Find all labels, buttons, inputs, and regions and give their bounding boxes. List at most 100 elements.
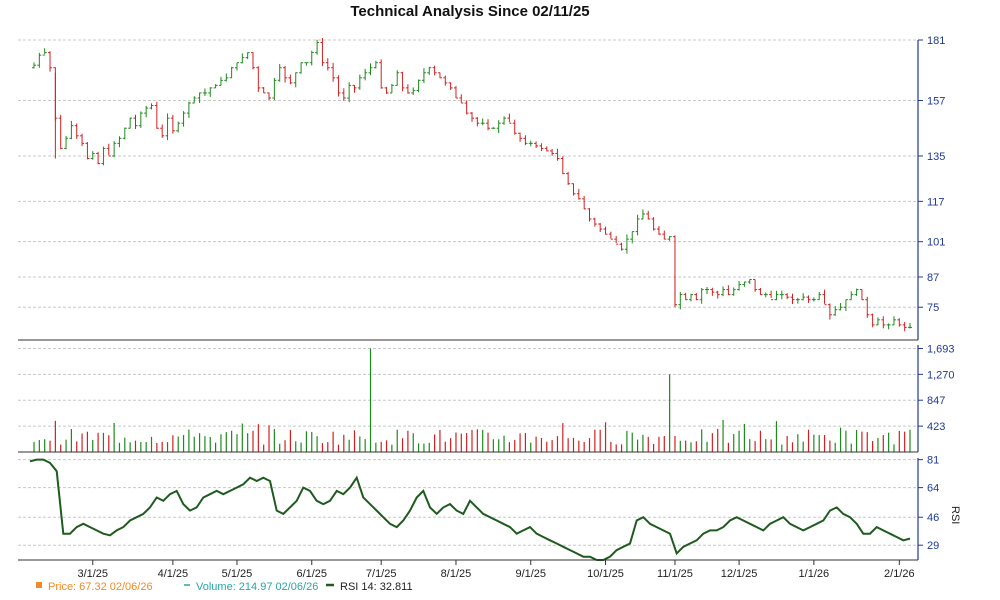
price-bar	[192, 96, 197, 104]
price-bar	[662, 230, 667, 240]
price-bar	[240, 53, 245, 64]
price-bar	[875, 317, 880, 326]
price-bar	[694, 292, 699, 301]
price-bar	[491, 127, 496, 129]
price-bar	[341, 88, 346, 101]
price-bar	[523, 135, 528, 146]
price-bar	[42, 48, 47, 56]
price-bar	[122, 127, 127, 140]
price-bar	[363, 68, 368, 81]
price-bar	[144, 105, 149, 118]
price-bar	[149, 103, 154, 110]
x-tick-label: 1/1/26	[799, 568, 830, 580]
price-bar	[849, 291, 854, 301]
price-tick-label: 135	[927, 151, 945, 163]
price-bar	[774, 290, 779, 301]
price-bar	[737, 281, 742, 291]
price-tick-label: 117	[927, 196, 945, 208]
price-bar	[779, 290, 784, 300]
price-bar	[619, 242, 624, 251]
price-bar	[683, 292, 688, 301]
price-bar	[400, 71, 405, 92]
grid-layer	[18, 39, 918, 546]
price-bar	[165, 113, 170, 141]
price-bar	[801, 293, 806, 301]
rsi-tick-label: 81	[927, 455, 939, 467]
price-bar	[331, 62, 336, 82]
price-bar	[902, 321, 907, 332]
price-bar	[571, 183, 576, 196]
price-bar	[833, 306, 838, 316]
price-bar	[811, 297, 816, 302]
price-bar	[822, 289, 827, 306]
price-bar	[897, 318, 902, 327]
price-bar	[512, 119, 517, 135]
price-bar	[598, 222, 603, 233]
price-bar	[299, 62, 304, 74]
price-bar	[69, 120, 74, 140]
price-bar	[208, 87, 213, 97]
price-bar	[411, 87, 416, 95]
x-tick-label: 10/1/25	[587, 568, 624, 580]
price-bar	[827, 303, 832, 320]
price-bar	[154, 101, 159, 129]
price-bar	[891, 316, 896, 326]
price-bar	[603, 226, 608, 235]
price-bar	[352, 84, 357, 93]
price-bar	[267, 92, 272, 101]
price-tick-label: 181	[927, 35, 945, 47]
price-bar	[763, 292, 768, 298]
price-bar	[566, 171, 571, 185]
volume-legend-text: Volume: 214.97 02/06/26	[196, 581, 318, 593]
price-bar	[373, 60, 378, 69]
price-bar	[854, 288, 859, 296]
price-bar	[202, 88, 207, 96]
price-bar	[293, 72, 298, 88]
price-bar	[646, 210, 651, 220]
price-bar	[678, 291, 683, 310]
price-bar	[555, 148, 560, 161]
price-bar	[753, 278, 758, 292]
price-bar	[32, 62, 36, 69]
price-bar	[865, 296, 870, 318]
price-bar	[550, 149, 555, 156]
price-bar	[608, 231, 613, 240]
volume-tick-label: 423	[927, 421, 945, 433]
price-bar	[742, 281, 747, 287]
price-bar	[80, 133, 85, 147]
price-bar	[309, 50, 314, 66]
price-bar	[699, 288, 704, 304]
price-bar	[592, 217, 597, 227]
price-bar	[886, 323, 891, 330]
price-bar	[218, 76, 223, 86]
price-bar	[245, 52, 250, 60]
price-bar	[277, 63, 282, 82]
price-bar	[870, 313, 875, 328]
x-tick-label: 5/1/25	[222, 568, 253, 580]
price-bar	[785, 293, 790, 300]
price-bar	[197, 92, 202, 103]
price-bar	[90, 151, 95, 160]
price-bar	[85, 141, 90, 160]
x-tick-label: 6/1/25	[296, 568, 327, 580]
price-bar	[486, 119, 491, 131]
price-bar	[630, 231, 635, 244]
price-bar	[614, 236, 619, 245]
price-bar	[170, 114, 175, 134]
price-bar	[432, 65, 437, 76]
price-bar	[256, 66, 261, 92]
price-bar	[582, 196, 587, 210]
price-bar	[101, 146, 106, 166]
price-bar	[96, 151, 101, 165]
price-bar	[315, 39, 320, 55]
price-bar	[443, 75, 448, 86]
price-bar	[181, 111, 186, 127]
price-bar	[261, 87, 266, 94]
price-bar	[347, 82, 352, 103]
axes: 181 157 135 117 101 87 75 1,693 1,270 847 423 81 64 4…	[18, 35, 955, 580]
price-bar	[689, 293, 693, 302]
price-bar	[37, 52, 42, 68]
price-bar	[881, 316, 886, 329]
x-tick-label: 2/1/26	[884, 568, 915, 580]
x-tick-label: 12/1/25	[721, 568, 758, 580]
